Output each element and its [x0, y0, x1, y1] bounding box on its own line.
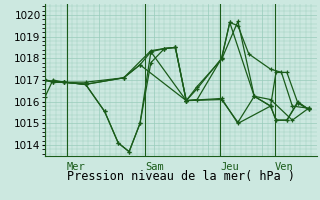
- Text: Mer: Mer: [67, 162, 85, 172]
- X-axis label: Pression niveau de la mer( hPa ): Pression niveau de la mer( hPa ): [67, 170, 295, 183]
- Text: Sam: Sam: [145, 162, 164, 172]
- Text: Ven: Ven: [275, 162, 293, 172]
- Text: Jeu: Jeu: [220, 162, 239, 172]
